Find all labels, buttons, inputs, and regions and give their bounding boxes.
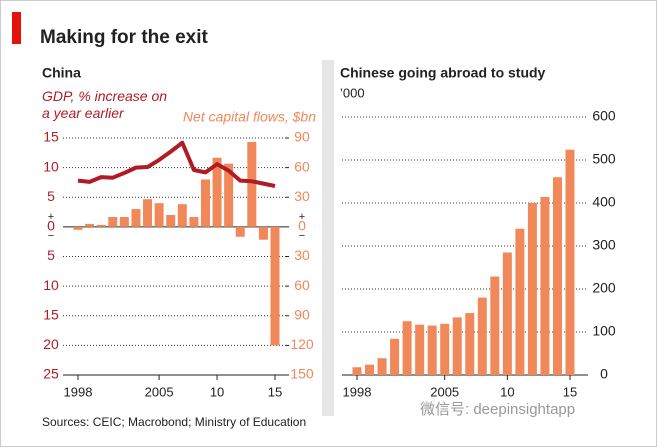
y-tick-label: 100 [592, 323, 616, 339]
source: Sources: CEIC; Macrobond; Ministry of Ed… [42, 415, 306, 429]
x-tick-label: 1998 [64, 384, 93, 399]
x-tick-label: 2005 [145, 384, 174, 399]
x-tick-label: 10 [500, 384, 514, 399]
bar [154, 203, 164, 227]
y2-tick-label: 90 [294, 129, 310, 145]
bar [85, 223, 95, 227]
bar [477, 297, 487, 375]
y2-tick-label: 120 [290, 336, 314, 352]
bar [224, 163, 234, 227]
bar [365, 364, 375, 375]
y-tick-label: 20 [43, 336, 59, 352]
y-tick-label: 0 [47, 218, 55, 234]
panel-title: China [42, 65, 81, 81]
bar [189, 217, 199, 227]
y-tick-label: 5 [47, 188, 55, 204]
bar [352, 367, 362, 375]
x-tick-label: 10 [210, 384, 224, 399]
y-tick-label: 10 [43, 277, 59, 293]
legend-box: GDP, % increase on a year earlier [42, 88, 168, 121]
x-tick-label: 1998 [343, 384, 372, 399]
bar [270, 226, 280, 346]
y-tick-label: 0 [600, 366, 608, 382]
bar [440, 323, 450, 375]
bar [96, 224, 106, 227]
page-title: Making for the exit [40, 27, 209, 48]
y-tick-label: 15 [43, 306, 59, 322]
bar [427, 325, 437, 375]
y-tick-label: 500 [592, 151, 616, 167]
panel-divider [322, 60, 334, 416]
y-tick-label: 400 [592, 194, 616, 210]
bar [377, 358, 387, 375]
y-sign-minus: − [48, 230, 54, 242]
y2-sign-minus: − [299, 230, 305, 242]
y-tick-label: 25 [43, 366, 59, 382]
y2-tick-label: 30 [294, 188, 310, 204]
bar [143, 199, 153, 227]
y-tick-label: 5 [47, 247, 55, 263]
y2-tick-label: 60 [294, 277, 310, 293]
bar [166, 215, 176, 227]
watermark: 微信号: deepinsightapp [420, 401, 575, 418]
bar [131, 209, 141, 227]
panel-subtitle: ’000 [340, 85, 365, 100]
legend-label: Net capital flows, $bn [183, 109, 316, 125]
y2-tick-label: 150 [290, 366, 314, 382]
bar [515, 228, 525, 375]
x-tick-label: 2005 [430, 384, 459, 399]
bar [540, 196, 550, 375]
bar [390, 338, 400, 375]
y-sign-plus: + [48, 211, 54, 223]
bar [235, 226, 245, 237]
y2-tick-label: 30 [294, 247, 310, 263]
red-tag [12, 12, 21, 44]
bar [177, 204, 187, 227]
line [77, 140, 276, 188]
bar [502, 252, 512, 375]
y2-sign-plus: + [299, 211, 305, 223]
bar [402, 321, 412, 375]
bar [527, 203, 537, 375]
y-tick-label: 600 [592, 108, 616, 124]
bar [465, 313, 475, 375]
y-tick-label: 300 [592, 237, 616, 253]
bar [452, 317, 462, 375]
panel-title: Chinese going abroad to study [340, 65, 546, 81]
bar [247, 141, 257, 227]
bar [119, 217, 129, 227]
bar [212, 157, 222, 227]
bar [73, 226, 83, 230]
y-tick-label: 15 [43, 129, 59, 145]
y2-tick-label: 0 [298, 218, 306, 234]
bar [415, 324, 425, 375]
bar [552, 177, 562, 375]
bar [258, 226, 268, 240]
y-tick-label: 200 [592, 280, 616, 296]
x-tick-label: 15 [268, 384, 282, 399]
bar [490, 276, 500, 375]
y-tick-label: 10 [43, 158, 59, 174]
y2-tick-label: 60 [294, 158, 310, 174]
bar [565, 149, 575, 375]
x-tick-label: 15 [563, 384, 577, 399]
y2-tick-label: 90 [294, 306, 310, 322]
legend-label: GDP, % increase on a year earlier [42, 88, 168, 121]
bar [108, 217, 118, 227]
bar [200, 179, 210, 227]
